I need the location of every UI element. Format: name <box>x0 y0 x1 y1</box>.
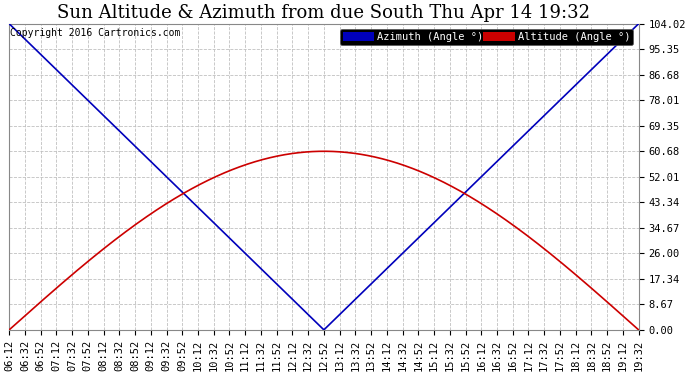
Legend: Azimuth (Angle °), Altitude (Angle °): Azimuth (Angle °), Altitude (Angle °) <box>339 29 633 45</box>
Title: Sun Altitude & Azimuth from due South Thu Apr 14 19:32: Sun Altitude & Azimuth from due South Th… <box>57 4 591 22</box>
Text: Copyright 2016 Cartronics.com: Copyright 2016 Cartronics.com <box>10 28 181 38</box>
